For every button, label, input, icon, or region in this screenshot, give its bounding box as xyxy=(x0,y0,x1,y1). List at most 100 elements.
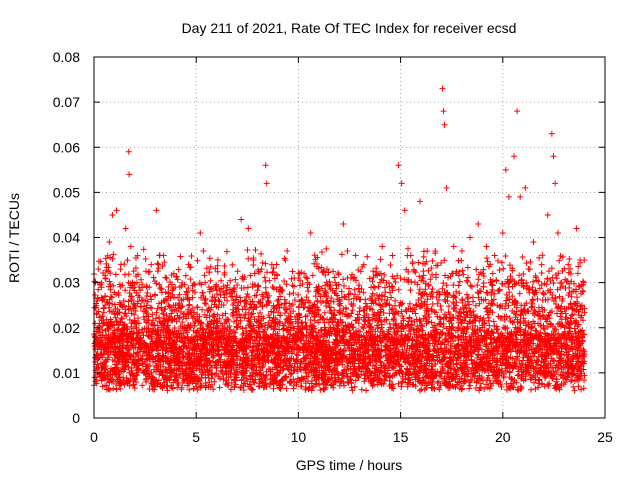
roti-point xyxy=(438,341,445,348)
roti-point xyxy=(450,243,457,250)
roti-point xyxy=(136,294,143,301)
roti-point xyxy=(127,243,134,250)
roti-point xyxy=(548,265,555,272)
roti-point xyxy=(434,313,441,320)
roti-point xyxy=(113,207,120,214)
roti-point xyxy=(370,268,377,275)
roti-point xyxy=(459,267,466,274)
roti-point xyxy=(206,255,213,262)
roti-point xyxy=(287,371,294,378)
roti-point xyxy=(138,297,145,304)
roti-point xyxy=(303,352,310,359)
roti-point xyxy=(245,317,252,324)
roti-point xyxy=(418,322,425,329)
roti-point xyxy=(130,268,137,275)
roti-point xyxy=(176,371,183,378)
roti-point xyxy=(556,257,563,264)
roti-point xyxy=(181,334,188,341)
roti-point xyxy=(434,300,441,307)
roti-point xyxy=(362,296,369,303)
roti-point xyxy=(248,311,255,318)
roti-point xyxy=(381,272,388,279)
roti-point xyxy=(552,180,559,187)
roti-point xyxy=(255,351,262,358)
roti-point xyxy=(575,312,582,319)
roti-point xyxy=(432,309,439,316)
roti-point xyxy=(538,261,545,268)
roti-point xyxy=(475,220,482,227)
roti-point xyxy=(237,384,244,391)
roti-point xyxy=(234,349,241,356)
roti-point xyxy=(103,316,110,323)
roti-point xyxy=(139,382,146,389)
roti-point xyxy=(514,108,521,115)
roti-point xyxy=(143,313,150,320)
roti-point xyxy=(186,386,193,393)
roti-point xyxy=(176,300,183,307)
roti-point xyxy=(202,300,209,307)
roti-point xyxy=(493,277,500,284)
roti-point xyxy=(544,323,551,330)
roti-point xyxy=(370,311,377,318)
roti-point xyxy=(521,306,528,313)
roti-point xyxy=(112,271,119,278)
roti-point xyxy=(155,300,162,307)
roti-point xyxy=(413,301,420,308)
roti-point xyxy=(442,331,449,338)
roti-point xyxy=(535,377,542,384)
roti-point xyxy=(281,277,288,284)
roti-point xyxy=(421,312,428,319)
roti-point xyxy=(569,311,576,318)
roti-point xyxy=(388,294,395,301)
roti-point xyxy=(376,301,383,308)
roti-point xyxy=(125,298,132,305)
roti-point xyxy=(148,261,155,268)
roti-point xyxy=(546,380,553,387)
roti-point xyxy=(404,252,411,259)
roti-point xyxy=(356,282,363,289)
roti-point xyxy=(340,276,347,283)
roti-point xyxy=(187,276,194,283)
roti-point xyxy=(457,306,464,313)
roti-point xyxy=(391,275,398,282)
roti-point xyxy=(420,315,427,322)
roti-point xyxy=(309,272,316,279)
roti-point xyxy=(109,211,116,218)
roti-point xyxy=(338,288,345,295)
roti-point xyxy=(443,282,450,289)
roti-point xyxy=(124,257,131,264)
roti-point xyxy=(122,225,129,232)
roti-point xyxy=(533,328,540,335)
roti-point xyxy=(219,312,226,319)
roti-point xyxy=(565,261,572,268)
roti-point xyxy=(176,291,183,298)
roti-point xyxy=(214,268,221,275)
roti-point xyxy=(544,211,551,218)
roti-point xyxy=(128,310,135,317)
roti-point xyxy=(458,375,465,382)
roti-point xyxy=(207,277,214,284)
roti-point xyxy=(439,363,446,370)
roti-point xyxy=(191,313,198,320)
roti-point xyxy=(130,325,137,332)
roti-point xyxy=(571,325,578,332)
roti-point xyxy=(165,283,172,290)
roti-point xyxy=(441,121,448,128)
roti-point xyxy=(98,284,105,291)
roti-point xyxy=(302,274,309,281)
roti-point xyxy=(325,269,332,276)
roti-point xyxy=(281,296,288,303)
roti-point xyxy=(95,286,102,293)
roti-point xyxy=(278,338,285,345)
roti-point xyxy=(544,296,551,303)
roti-point xyxy=(332,279,339,286)
roti-point xyxy=(369,278,376,285)
roti-point xyxy=(181,281,188,288)
roti-point xyxy=(352,252,359,259)
roti-point xyxy=(126,290,133,297)
roti-point xyxy=(113,386,120,393)
roti-point xyxy=(458,248,465,255)
roti-point xyxy=(319,285,326,292)
